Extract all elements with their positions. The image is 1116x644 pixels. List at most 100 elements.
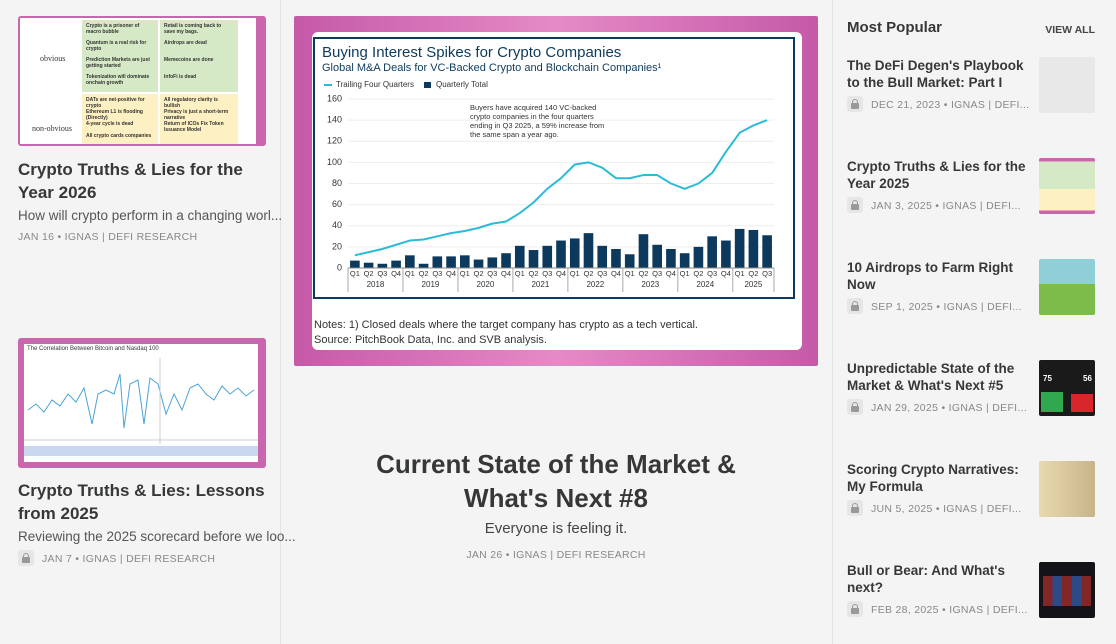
year-label: 2019 <box>422 280 440 289</box>
x-tick-label: Q4 <box>501 269 511 278</box>
sidebar-thumbnail[interactable] <box>1039 461 1095 517</box>
x-tick-label: Q4 <box>446 269 456 278</box>
chart-subtitle: Global M&A Deals for VC-Backed Crypto an… <box>322 62 662 74</box>
featured-subtitle: Everyone is feeling it. <box>484 520 628 537</box>
year-label: 2024 <box>696 280 714 289</box>
y-tick-label: 160 <box>327 93 342 103</box>
post-title[interactable]: Crypto Truths & Lies for the Year 2026 <box>18 160 243 202</box>
sidebar-thumbnail[interactable] <box>1039 562 1095 618</box>
lock-icon <box>847 601 863 617</box>
x-tick-label: Q3 <box>542 269 552 278</box>
divider <box>832 0 833 644</box>
x-tick-label: Q3 <box>377 269 387 278</box>
x-tick-label: Q1 <box>405 269 415 278</box>
annotation: the same span a year ago. <box>470 130 559 139</box>
post-meta: JAN 7 • IGNAS | DEFI RESEARCH <box>42 553 216 565</box>
y-tick-label: 100 <box>327 157 342 167</box>
x-tick-label: Q2 <box>419 269 429 278</box>
bar <box>652 244 663 268</box>
chart-card: Buying Interest Spikes for Crypto Compan… <box>312 32 802 350</box>
bar <box>597 245 608 268</box>
post-subtitle: How will crypto perform in a changing wo… <box>18 208 283 223</box>
x-tick-label: Q3 <box>707 269 717 278</box>
thumb-cell-text: Privacy is just a short-term narrative <box>164 109 229 121</box>
year-label: 2023 <box>641 280 659 289</box>
sidebar-meta: DEC 21, 2023 • IGNAS | DEFI... <box>871 99 1030 111</box>
sidebar-meta: JAN 29, 2025 • IGNAS | DEFI... <box>871 402 1028 414</box>
x-tick-label: Q3 <box>597 269 607 278</box>
x-tick-label: Q4 <box>556 269 566 278</box>
chart-frame <box>313 37 795 299</box>
x-tick-label: Q2 <box>638 269 648 278</box>
x-tick-label: Q1 <box>680 269 690 278</box>
sidebar-thumbnail[interactable] <box>1039 57 1095 113</box>
view-all-link[interactable]: VIEW ALL <box>1045 24 1095 36</box>
bar <box>569 238 580 268</box>
sidebar-meta: FEB 28, 2025 • IGNAS | DEFI... <box>871 604 1028 616</box>
post-title[interactable]: Crypto Truths & Lies: Lessons from 2025 <box>18 481 265 523</box>
thumb-canvas: obvious non-obvious Crypto is a prisoner… <box>20 18 256 144</box>
sidebar-thumbnail[interactable] <box>1039 158 1095 214</box>
post-thumbnail[interactable]: obvious non-obvious Crypto is a prisoner… <box>18 16 266 146</box>
sidebar-thumbnail[interactable]: 75 56 <box>1039 360 1095 416</box>
x-tick-label: Q2 <box>748 269 758 278</box>
y-tick-label: 40 <box>332 220 342 230</box>
x-tick-label: Q3 <box>432 269 442 278</box>
chart: Buying Interest Spikes for Crypto Compan… <box>313 37 795 346</box>
thumb-cell: Retail is coming back to save my bags. Ai… <box>160 20 238 92</box>
y-tick-label: 60 <box>332 199 342 209</box>
y-tick-label: 0 <box>337 262 342 272</box>
year-label: 2022 <box>586 280 604 289</box>
post-subtitle: Reviewing the 2025 scorecard before we l… <box>18 529 296 544</box>
legend-label: Trailing Four Quarters <box>336 80 414 89</box>
bar <box>377 263 388 268</box>
x-tick-label: Q4 <box>391 269 401 278</box>
annotation: crypto companies in the four quarters <box>470 112 594 121</box>
x-tick-label: Q2 <box>364 269 374 278</box>
sidebar-title[interactable]: The DeFi Degen's Playbook to the Bull Ma… <box>847 58 1024 90</box>
sidebar-meta: JAN 3, 2025 • IGNAS | DEFI... <box>871 200 1021 212</box>
annotation: ending in Q3 2025, a 59% increase from <box>470 121 604 130</box>
thumb-cell: All regulatory clarity is bullish Privacy… <box>160 94 238 144</box>
featured-meta: JAN 26 • IGNAS | DEFI RESEARCH <box>466 549 646 561</box>
thumb-cell-text: Memecoins are done <box>164 57 214 63</box>
sidebar-meta: JUN 5, 2025 • IGNAS | DEFI... <box>871 503 1022 515</box>
sidebar-thumbnail[interactable] <box>1039 259 1095 315</box>
post-meta: JAN 16 • IGNAS | DEFI RESEARCH <box>18 231 198 243</box>
thumb-cell-text: Prediction Markets are just getting star… <box>86 57 150 69</box>
sidebar-title[interactable]: Bull or Bear: And What's next? <box>847 563 1005 595</box>
y-tick-label: 120 <box>327 136 342 146</box>
sidebar-title[interactable]: Unpredictable State of the Market & What… <box>847 361 1015 393</box>
sidebar-title[interactable]: Scoring Crypto Narratives: My Formula <box>847 462 1019 494</box>
sidebar-title[interactable]: 10 Airdrops to Farm Right Now <box>847 260 1014 292</box>
chart-note: Source: PitchBook Data, Inc. and SVB ana… <box>314 334 547 346</box>
sidebar-title[interactable]: Crypto Truths & Lies for the Year 2025 <box>847 159 1026 191</box>
thumb-number: 56 <box>1083 374 1092 383</box>
x-tick-label: Q1 <box>515 269 525 278</box>
sidebar-meta: SEP 1, 2025 • IGNAS | DEFI... <box>871 301 1022 313</box>
legend-label: Quarterly Total <box>436 80 488 89</box>
lock-icon <box>18 550 34 566</box>
x-tick-label: Q4 <box>611 269 621 278</box>
thumb-cell-text: Tokenization will dominate onchain growt… <box>86 74 150 86</box>
featured-title[interactable]: Current State of the Market & What's Nex… <box>376 449 736 513</box>
thumb-shape <box>1071 394 1093 412</box>
bar <box>446 256 456 268</box>
lock-icon <box>847 399 863 415</box>
thumb-cell-text: Quantum is a real risk for crypto <box>86 40 147 52</box>
thumb-label: non-obvious <box>32 124 72 133</box>
year-label: 2021 <box>531 280 549 289</box>
x-tick-label: Q1 <box>350 269 360 278</box>
thumb-canvas: The Correlation Between Bitcoin and Nasd… <box>24 344 258 462</box>
y-tick-label: 80 <box>332 178 342 188</box>
thumb-shape <box>1041 392 1063 412</box>
thumb-graphic <box>24 358 258 456</box>
bar <box>734 228 745 268</box>
bar <box>473 259 484 268</box>
bar <box>638 234 649 268</box>
post-thumbnail[interactable]: The Correlation Between Bitcoin and Nasd… <box>18 338 266 468</box>
bar <box>666 248 676 268</box>
bar <box>556 240 566 268</box>
bar <box>693 246 704 268</box>
bar <box>542 245 553 268</box>
